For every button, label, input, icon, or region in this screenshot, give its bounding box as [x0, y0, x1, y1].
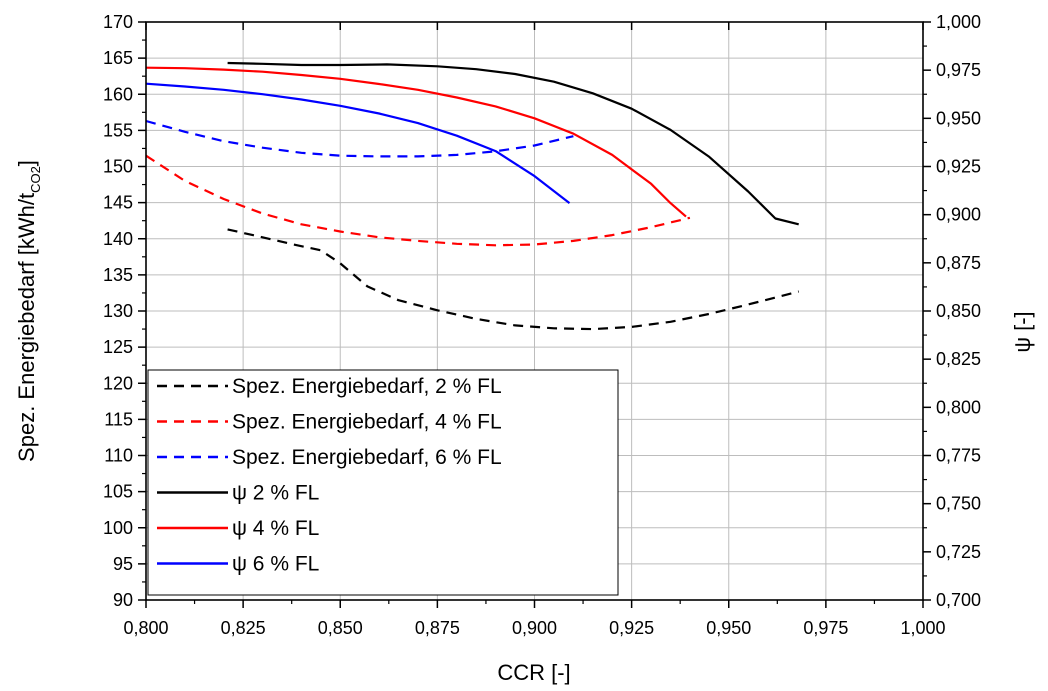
x-tick-label: 0,975 [803, 618, 848, 638]
series-line-6 [145, 82, 571, 204]
x-tick-label: 0,875 [415, 618, 460, 638]
x-axis-title: CCR [-] [497, 660, 570, 685]
x-tick-label: 1,000 [900, 618, 945, 638]
series-line-4 [227, 61, 799, 226]
legend-label-4: ψ 2 % FL [232, 482, 319, 505]
y-tick-label: 95 [113, 554, 133, 574]
y-tick-label: 90 [113, 590, 133, 610]
legend-label-2: Spez. Energiebedarf, 4 % FL [232, 411, 502, 434]
y-tick-label: 120 [103, 373, 133, 393]
y-tick-label: 110 [104, 446, 133, 466]
series-line-5 [145, 66, 687, 218]
y-tick-label: 105 [103, 482, 133, 502]
tick-layer: 0,800 0,825 0,850 0,875 0,900 0,925 0,950 0,975… [103, 12, 981, 638]
series-line-2 [145, 154, 691, 247]
series-line-3 [145, 119, 574, 158]
legend-label-5: ψ 4 % FL [232, 517, 319, 540]
y-tick-label: 155 [103, 120, 133, 140]
legend-label-3: Spez. Energiebedarf, 6 % FL [232, 446, 502, 469]
x-tick-label: 0,925 [609, 618, 654, 638]
y-axis-title-sub: CO2 [28, 166, 43, 193]
y2-tick-label: 0,750 [936, 494, 981, 514]
y-tick-label: 130 [103, 301, 133, 321]
x-tick-label: 0,900 [512, 618, 557, 638]
legend-box [147, 369, 619, 596]
y-tick-label: 125 [103, 337, 133, 357]
y2-tick-label: 0,900 [936, 205, 981, 225]
series-layer [145, 61, 799, 331]
legend-label-6: ψ 6 % FL [232, 553, 319, 576]
y2-tick-label: 0,825 [936, 349, 981, 369]
y2-tick-label: 0,975 [936, 60, 981, 80]
legend: Spez. Energiebedarf, 2 % FL Spez. Energie… [147, 369, 619, 596]
y2-tick-label: 0,875 [936, 253, 981, 273]
y-tick-label: 165 [103, 48, 133, 68]
y2-tick-label: 0,850 [936, 301, 981, 321]
y-tick-label: 100 [103, 518, 133, 538]
y-tick-label: 115 [104, 409, 133, 429]
y-axis-title: Spez. Energiebedarf [kWh/tCO2] [14, 160, 43, 462]
y2-tick-label: 0,775 [936, 446, 981, 466]
y-tick-label: 150 [103, 157, 133, 177]
y-tick-label: 135 [103, 265, 133, 285]
y2-tick-label: 1,000 [936, 12, 981, 32]
y2-axis-title: ψ [-] [1010, 311, 1035, 352]
legend-label-1: Spez. Energiebedarf, 2 % FL [232, 375, 502, 398]
y2-tick-label: 0,800 [936, 397, 981, 417]
y-tick-label: 170 [103, 12, 133, 32]
x-tick-label: 0,825 [221, 618, 266, 638]
series-line-1 [227, 228, 799, 331]
x-tick-label: 0,850 [318, 618, 363, 638]
y2-tick-label: 0,725 [936, 542, 981, 562]
y-tick-label: 160 [103, 84, 133, 104]
y-tick-label: 145 [103, 193, 133, 213]
y2-tick-label: 0,700 [936, 590, 981, 610]
y-axis-title-main: Spez. Energiebedarf [kWh/t [14, 193, 39, 462]
x-tick-label: 0,800 [123, 618, 168, 638]
y-tick-label: 140 [103, 229, 133, 249]
x-tick-label: 0,950 [706, 618, 751, 638]
y-axis-title-tail: ] [14, 160, 39, 166]
y2-tick-label: 0,925 [936, 157, 981, 177]
y2-tick-label: 0,950 [936, 108, 981, 128]
